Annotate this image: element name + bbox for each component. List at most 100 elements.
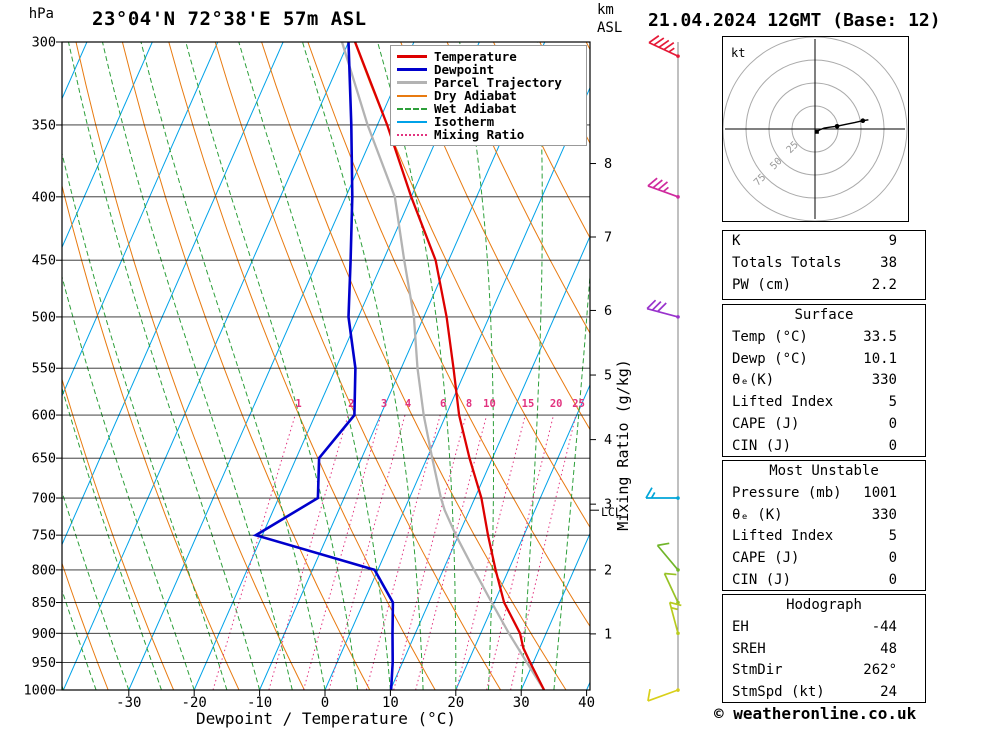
km-axis: 8 7 6 5 4 3 2 1 — [590, 156, 612, 642]
wind-barb-station-dot — [676, 54, 680, 58]
wind-barb-station-dot — [676, 568, 680, 572]
panel-row-value: 0 — [888, 550, 897, 567]
pressure-tick-label: 1000 — [23, 683, 56, 699]
wind-barb-station-dot — [676, 688, 680, 692]
mixing-ratio-label: 1 — [295, 398, 301, 410]
panel-row: CAPE (J) 0 — [723, 548, 925, 570]
x-axis-label: Dewpoint / Temperature (°C) — [195, 709, 457, 728]
panel-row-value: 10.1 — [863, 350, 897, 367]
panel-row-value: -44 — [871, 618, 897, 635]
mixing-ratio-label: 15 — [522, 398, 535, 410]
pressure-tick-label: 650 — [32, 451, 56, 467]
hodograph-ring-label: 25 — [785, 140, 801, 156]
hodograph-trace-dot — [860, 118, 866, 124]
legend-item: Parcel Trajectory — [397, 76, 586, 89]
panel-row-label: Dewp (°C) — [732, 350, 808, 367]
legend-label: Temperature — [434, 49, 517, 64]
panel-row: Lifted Index 5 — [723, 392, 925, 414]
legend-swatch — [397, 68, 427, 71]
panel-row-value: 24 — [880, 684, 897, 701]
panel-row-label: Lifted Index — [732, 528, 834, 545]
legend-label: Dewpoint — [434, 62, 495, 77]
parcel-trajectory-line — [340, 42, 546, 690]
mixing-ratio-label: 6 — [440, 398, 446, 410]
temperature-tick-label: 10 — [382, 695, 399, 711]
pressure-unit-label: hPa — [28, 6, 54, 22]
panel-row-value: 5 — [888, 394, 897, 411]
panel-row-label: Lifted Index — [732, 394, 834, 411]
panel-title: Hodograph — [786, 597, 862, 613]
asl-axis-label: ASL — [597, 20, 623, 36]
legend-swatch — [397, 120, 427, 123]
legend-item: Wet Adiabat — [397, 102, 586, 115]
wind-barb-station-dot — [676, 315, 680, 319]
km-tick-label: 6 — [604, 303, 612, 319]
temperature-tick-label: 40 — [578, 695, 595, 711]
panel-row-value: 330 — [871, 372, 897, 389]
panel-title: Most Unstable — [769, 463, 879, 479]
panel-row-value: 2.2 — [871, 276, 897, 293]
legend-label: Dry Adiabat — [434, 88, 517, 103]
legend-item: Temperature — [397, 50, 586, 63]
pressure-tick-label: 700 — [32, 491, 56, 507]
km-tick-label: 8 — [604, 156, 612, 172]
panel-row-value: 38 — [880, 254, 897, 271]
legend-label: Parcel Trajectory — [434, 75, 562, 90]
mixing-ratio-label: 2 — [348, 398, 354, 410]
legend-label: Wet Adiabat — [434, 101, 517, 116]
legend-swatch — [397, 81, 427, 84]
panel-row-label: CAPE (J) — [732, 550, 800, 567]
wind-barb-800 — [656, 542, 680, 572]
panel-row: CIN (J) 0 — [723, 436, 925, 458]
lcl-label: LCL — [601, 505, 622, 519]
wind-barb-400 — [647, 177, 680, 199]
legend-swatch — [397, 94, 427, 97]
panel-row-label: SREH — [732, 640, 766, 657]
legend-swatch — [397, 55, 427, 58]
km-axis-label: km — [597, 2, 614, 18]
panel-row: StmSpd (kt) 24 — [723, 682, 925, 704]
panel-row: CAPE (J) 0 — [723, 414, 925, 436]
panel-row-label: StmSpd (kt) — [732, 684, 825, 701]
legend-swatch — [397, 133, 427, 136]
pressure-tick-label: 850 — [32, 595, 56, 611]
panel-row: θₑ (K) 330 — [723, 505, 925, 527]
hodograph-ring-label: 50 — [768, 156, 784, 172]
panel-row-label: θₑ (K) — [732, 506, 783, 523]
legend-item: Mixing Ratio — [397, 128, 586, 141]
km-tick-label: 4 — [604, 432, 612, 448]
panel-row-label: Totals Totals — [732, 254, 842, 271]
wind-barb-station-dot — [676, 195, 680, 199]
pressure-tick-label: 750 — [32, 528, 56, 544]
panel-row-value: 0 — [888, 415, 897, 432]
panel-row-label: StmDir — [732, 662, 783, 679]
panel-row: CIN (J) 0 — [723, 570, 925, 592]
panel-row-value: 48 — [880, 640, 897, 657]
legend-swatch — [397, 107, 427, 110]
hodograph: 25 50 75 — [722, 36, 909, 222]
km-tick-label: 1 — [604, 626, 612, 642]
wind-barb-1000 — [647, 688, 680, 702]
pressure-tick-label: 500 — [32, 309, 56, 325]
panel-box-surface: Surface Temp (°C) 33.5 Dewp (°C) 10.1 θₑ(K) 33… — [722, 304, 926, 457]
panel-row-label: CIN (J) — [732, 437, 792, 454]
panel-row-value: 330 — [871, 506, 897, 523]
pressure-tick-label: 800 — [32, 562, 56, 578]
panel-row-value: 262° — [863, 662, 897, 679]
pressure-tick-label: 350 — [32, 117, 56, 133]
panel-row: Pressure (mb) 1001 — [723, 483, 925, 505]
copyright: © weatheronline.co.uk — [714, 704, 917, 723]
panel-box-hodograph: Hodograph EH -44 SREH 48 StmDir 262° StmSpd (kt… — [722, 594, 926, 703]
legend-item: Dry Adiabat — [397, 89, 586, 102]
km-tick-label: 7 — [604, 230, 612, 246]
wind-barb-station-dot — [676, 600, 680, 605]
plot-border — [61, 41, 591, 691]
panel-row: EH -44 — [723, 617, 925, 639]
mixing-ratio-label: 3 — [381, 398, 387, 410]
mixing-ratio-labels: 1 2 3 4 6 8 10 15 20 25 — [295, 398, 585, 410]
pressure-tick-label: 300 — [32, 35, 56, 51]
panel-row-label: θₑ(K) — [732, 372, 775, 389]
panel-row: Temp (°C) 33.5 — [723, 327, 925, 349]
